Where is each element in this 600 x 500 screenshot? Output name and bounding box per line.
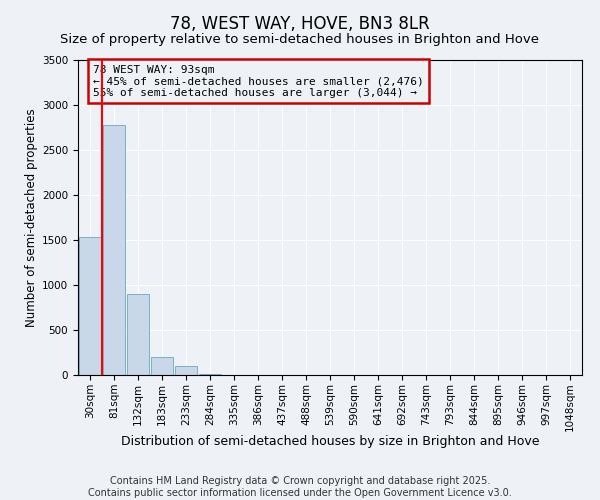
Bar <box>103 125 125 375</box>
Bar <box>175 366 197 375</box>
Bar <box>79 238 101 375</box>
Text: 78, WEST WAY, HOVE, BN3 8LR: 78, WEST WAY, HOVE, BN3 8LR <box>170 15 430 33</box>
Bar <box>127 294 149 375</box>
Text: Size of property relative to semi-detached houses in Brighton and Hove: Size of property relative to semi-detach… <box>61 32 539 46</box>
Y-axis label: Number of semi-detached properties: Number of semi-detached properties <box>25 108 38 327</box>
Text: 78 WEST WAY: 93sqm
← 45% of semi-detached houses are smaller (2,476)
55% of semi: 78 WEST WAY: 93sqm ← 45% of semi-detache… <box>93 64 424 98</box>
X-axis label: Distribution of semi-detached houses by size in Brighton and Hove: Distribution of semi-detached houses by … <box>121 436 539 448</box>
Bar <box>199 374 221 375</box>
Text: Contains HM Land Registry data © Crown copyright and database right 2025.
Contai: Contains HM Land Registry data © Crown c… <box>88 476 512 498</box>
Bar <box>151 356 173 375</box>
